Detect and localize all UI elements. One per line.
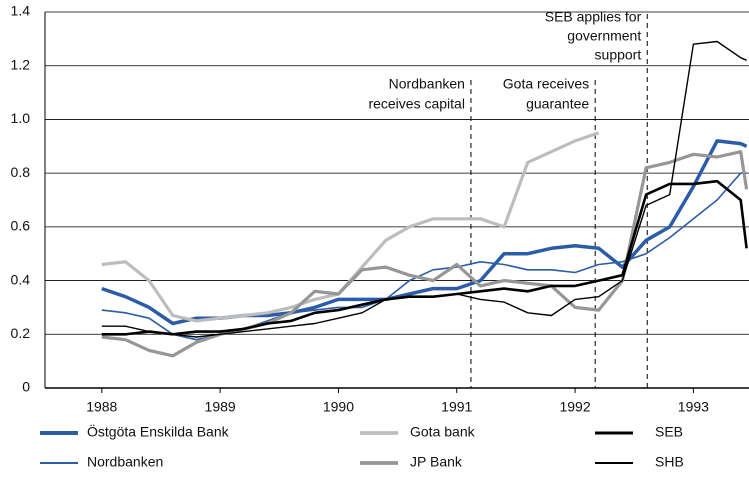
x-tick-label: 1992 — [559, 399, 590, 415]
y-tick-label: 1.4 — [11, 3, 31, 19]
y-tick-label: 0.2 — [11, 325, 31, 341]
x-tick-label: 1990 — [323, 399, 354, 415]
legend-label: SHB — [655, 454, 684, 470]
event-label: Nordbanken — [389, 76, 465, 92]
event-label: government — [567, 28, 641, 44]
x-tick-label: 1989 — [205, 399, 236, 415]
event-label: support — [595, 47, 642, 63]
y-tick-label: 0 — [22, 379, 30, 395]
event-label: guarantee — [526, 96, 589, 112]
legend-label: Nordbanken — [87, 454, 163, 470]
y-tick-label: 0.4 — [11, 271, 31, 287]
y-tick-label: 1.0 — [11, 110, 31, 126]
series-line — [101, 150, 749, 358]
event-label: Gota receives — [503, 76, 589, 92]
legend-label: Östgöta Enskilda Bank — [87, 423, 230, 440]
event-label: SEB applies for — [545, 9, 642, 25]
event-label: receives capital — [368, 96, 465, 112]
x-tick-label: 1993 — [678, 399, 709, 415]
legend-label: SEB — [655, 424, 683, 440]
y-tick-label: 0.6 — [11, 218, 31, 234]
series-line — [101, 40, 747, 338]
legend-label: JP Bank — [410, 454, 463, 470]
y-tick-label: 0.8 — [11, 164, 31, 180]
x-tick-label: 1991 — [441, 399, 472, 415]
legend-label: Gota bank — [410, 424, 476, 440]
x-tick-label: 1988 — [86, 399, 117, 415]
y-tick-label: 1.2 — [11, 56, 31, 72]
series-line — [101, 172, 747, 341]
